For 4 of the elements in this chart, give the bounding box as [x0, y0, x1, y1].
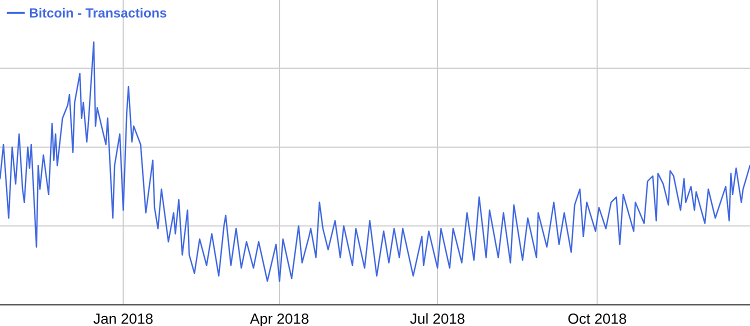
x-tick-label: Oct 2018 — [568, 314, 626, 324]
x-tick-label: Jan 2018 — [93, 314, 153, 324]
legend-label: Bitcoin - Transactions — [30, 8, 166, 18]
x-tick-label: Jul 2018 — [410, 313, 464, 324]
